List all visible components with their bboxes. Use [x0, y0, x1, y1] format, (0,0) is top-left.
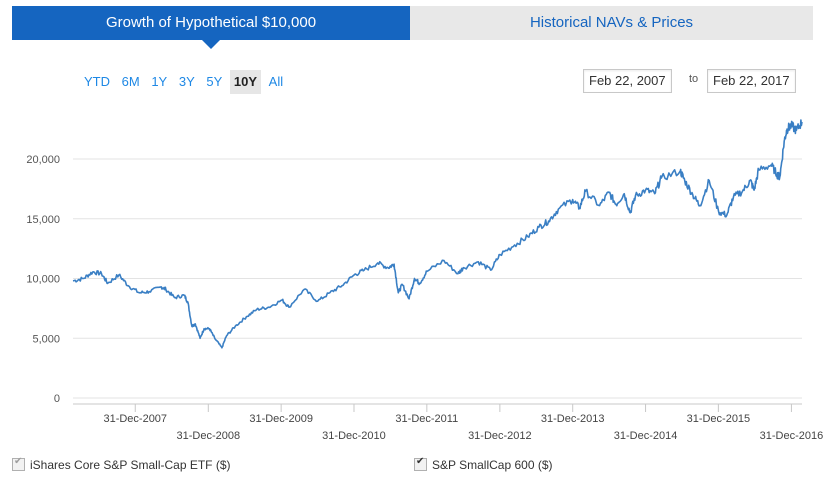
x-tick-label: 31-Dec-2008	[177, 430, 241, 442]
range-5y-button[interactable]: 5Y	[206, 74, 223, 89]
range-all-button[interactable]: All	[268, 74, 284, 89]
chart-gridlines	[73, 158, 802, 399]
x-tick-label: 31-Dec-2012	[468, 430, 532, 442]
legend-label-sp600: S&P SmallCap 600 ($)	[432, 458, 553, 472]
tab-bar: Growth of Hypothetical $10,000 Historica…	[12, 6, 813, 49]
range-6m-button[interactable]: 6M	[121, 74, 140, 89]
legend-checkbox-ishares[interactable]	[12, 456, 25, 471]
y-tick-label: 15,000	[26, 214, 60, 226]
x-tick-label: 31-Dec-2007	[103, 413, 167, 425]
x-tick-label: 31-Dec-2013	[541, 413, 605, 425]
range-1y-button[interactable]: 1Y	[151, 74, 168, 89]
legend-label-ishares: iShares Core S&P Small-Cap ETF ($)	[30, 458, 231, 472]
x-tick-label: 31-Dec-2011	[395, 413, 458, 425]
legend-checkbox-sp600[interactable]	[414, 456, 427, 471]
x-tick-label: 31-Dec-2016	[760, 430, 824, 442]
range-selector: YTD 6M 1Y 3Y 5Y 10Y All	[80, 70, 287, 94]
x-tick-label: 31-Dec-2014	[614, 430, 678, 442]
date-to-label: to	[689, 73, 699, 85]
tab-active-caret	[202, 40, 220, 49]
y-tick-label: 20,000	[26, 154, 60, 166]
legend-item-sp600[interactable]: S&P SmallCap 600 ($)	[414, 456, 553, 472]
tab-historical-navs-label: Historical NAVs & Prices	[529, 14, 694, 31]
range-3y-button[interactable]: 3Y	[178, 74, 195, 89]
date-from-input[interactable]: Feb 22, 2007	[583, 69, 672, 93]
x-tick-label: 31-Dec-2010	[322, 430, 386, 442]
x-tick-label: 31-Dec-2009	[249, 413, 313, 425]
x-axis	[73, 403, 802, 412]
y-tick-label: 0	[54, 393, 60, 405]
series-line-ishares	[72, 119, 803, 349]
tab-growth-label: Growth of Hypothetical $10,000	[105, 14, 317, 31]
legend-item-ishares[interactable]: iShares Core S&P Small-Cap ETF ($)	[12, 456, 231, 472]
range-10y-button[interactable]: 10Y	[229, 70, 262, 94]
y-tick-label: 10,000	[26, 274, 60, 286]
y-tick-label: 5,000	[32, 333, 60, 345]
x-axis-labels: 31-Dec-2007 31-Dec-2008 31-Dec-2009 31-Dec-…	[103, 413, 823, 442]
date-to-input[interactable]: Feb 22, 2017	[707, 69, 796, 93]
x-tick-label: 31-Dec-2015	[687, 413, 751, 425]
range-ytd-button[interactable]: YTD	[84, 74, 110, 89]
y-axis-labels: 0 5,000 10,000 15,000 20,000	[26, 154, 60, 405]
tab-growth[interactable]: Growth of Hypothetical $10,000	[12, 6, 410, 49]
tab-historical-navs[interactable]: Historical NAVs & Prices	[410, 6, 813, 40]
